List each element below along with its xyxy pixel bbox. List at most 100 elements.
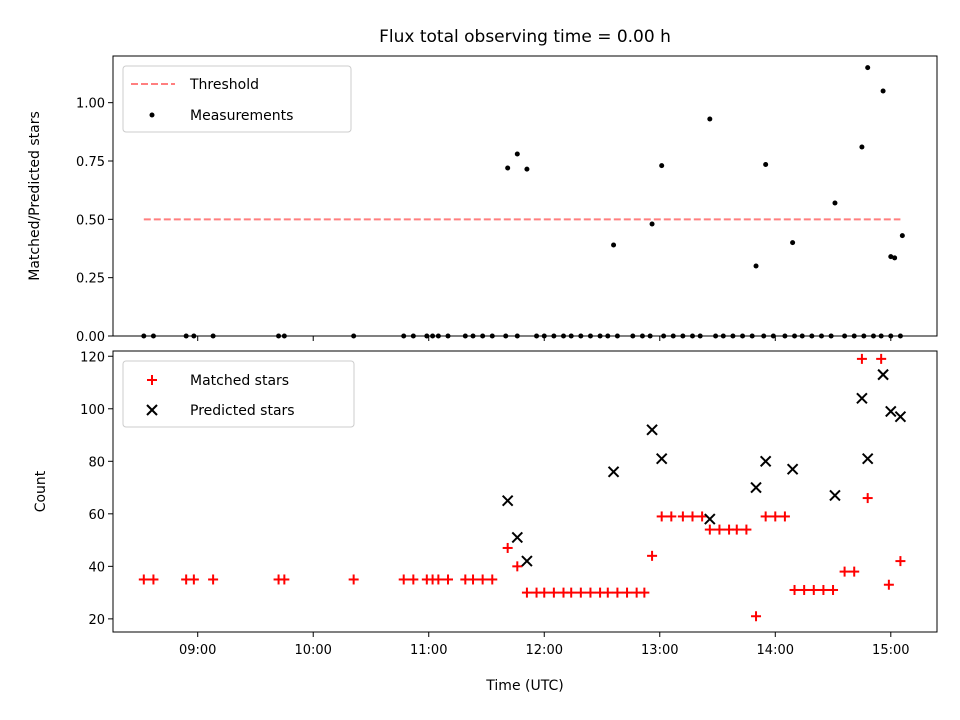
x-tick-label: 10:00 <box>294 643 331 658</box>
matched-point <box>883 579 894 590</box>
matched-point <box>487 574 498 585</box>
bottom-y-axis-label: Count <box>33 470 49 512</box>
threshold-legend-label: Threshold <box>189 77 259 93</box>
matched-point <box>512 561 523 572</box>
matched-point <box>442 574 453 585</box>
predicted-point <box>829 489 841 502</box>
bottom-legend-box <box>122 360 355 428</box>
measurement-point <box>888 254 894 260</box>
measurement-point <box>763 162 769 167</box>
bottom-y-tick-label: 40 <box>88 560 105 575</box>
bottom-y-ticks: 20 40 60 80 100 120 <box>80 350 113 628</box>
top-y-ticks: 0.00 0.25 0.50 0.75 1.00 <box>76 97 113 345</box>
matched-point <box>849 566 860 577</box>
predicted-point <box>861 452 874 465</box>
measurement-point <box>649 221 655 227</box>
x-tick-label: 09:00 <box>179 643 216 658</box>
matched-point <box>348 574 359 585</box>
matched-point <box>789 584 800 595</box>
matched-point <box>398 574 409 585</box>
top-y-tick-label: 0.50 <box>76 213 105 228</box>
matched-point <box>895 556 906 567</box>
matched-point <box>818 584 829 595</box>
matched-point <box>697 511 708 522</box>
matched-point <box>521 587 532 598</box>
matched-point <box>502 542 513 553</box>
matched-point <box>760 511 771 522</box>
matched-point <box>647 550 658 561</box>
predicted-point <box>786 463 799 475</box>
measurement-point <box>892 255 898 261</box>
matched-point <box>704 524 715 535</box>
matched-point <box>548 587 559 598</box>
matched-point <box>741 524 752 535</box>
measurements-legend-label: Measurements <box>190 108 293 124</box>
x-tick-label: 14:00 <box>757 643 794 658</box>
bottom-plot-area <box>112 350 938 633</box>
predicted-point <box>511 531 524 544</box>
predicted-point <box>607 466 620 478</box>
matched-point <box>433 574 444 585</box>
matched-point <box>770 511 781 522</box>
top-legend: Threshold Measurements <box>122 65 352 133</box>
matched-point <box>188 574 199 585</box>
matched-point <box>779 511 790 522</box>
top-y-axis-label: Matched/Predicted stars <box>27 111 43 281</box>
predicted-points <box>501 368 907 567</box>
matched-point <box>677 511 688 522</box>
matched-point <box>602 587 613 598</box>
matched-point <box>862 493 873 504</box>
matched-point <box>566 587 577 598</box>
bottom-y-tick-label: 20 <box>88 613 105 628</box>
matched-point <box>148 574 159 585</box>
top-legend-box <box>122 65 352 133</box>
predicted-point <box>894 410 907 423</box>
measurement-point <box>790 240 796 246</box>
matched-point <box>622 587 633 598</box>
bottom-legend: Matched stars Predicted stars <box>122 360 355 428</box>
top-y-tick-label: 0.25 <box>76 272 105 287</box>
top-plot-area <box>112 55 938 337</box>
matched-point <box>687 511 698 522</box>
predicted-point <box>856 392 868 404</box>
matched-legend-marker <box>147 375 157 385</box>
predicted-point <box>877 368 889 381</box>
predicted-point <box>759 455 772 468</box>
matched-point <box>408 574 419 585</box>
bottom-y-tick-label: 100 <box>80 403 105 418</box>
bottom-y-tick-label: 60 <box>88 508 105 523</box>
matched-point <box>575 587 586 598</box>
matched-point <box>731 524 742 535</box>
measurement-point <box>899 233 905 239</box>
measurement-point <box>832 200 838 206</box>
measurement-point <box>611 242 617 248</box>
matched-point <box>714 524 725 535</box>
matched-point <box>477 574 488 585</box>
matched-legend-swatch <box>147 375 157 385</box>
measurement-point <box>659 163 665 169</box>
matched-point <box>799 584 810 595</box>
top-y-tick-label: 0.75 <box>76 155 105 170</box>
measurement-point <box>505 165 511 171</box>
predicted-point <box>655 452 668 465</box>
matched-point <box>666 511 677 522</box>
predicted-point <box>646 424 658 436</box>
matched-point <box>585 587 596 598</box>
matched-point <box>656 511 667 522</box>
matched-point <box>612 587 623 598</box>
x-axis-label: Time (UTC) <box>485 678 563 694</box>
measurement-point <box>707 116 713 122</box>
bottom-x-ticks: 09:00 10:00 11:00 12:00 13:00 14:00 15:00 <box>179 632 910 658</box>
measurement-point <box>880 88 886 94</box>
matched-point <box>839 566 850 577</box>
x-tick-label: 13:00 <box>641 643 678 658</box>
matched-point <box>138 574 149 585</box>
predicted-point <box>885 405 897 418</box>
measurements-legend-swatch <box>149 112 155 118</box>
measurement-point <box>753 263 759 269</box>
matched-legend-label: Matched stars <box>190 373 289 389</box>
x-tick-label: 12:00 <box>526 643 563 658</box>
predicted-legend-label: Predicted stars <box>190 403 295 419</box>
matched-point <box>751 611 762 622</box>
